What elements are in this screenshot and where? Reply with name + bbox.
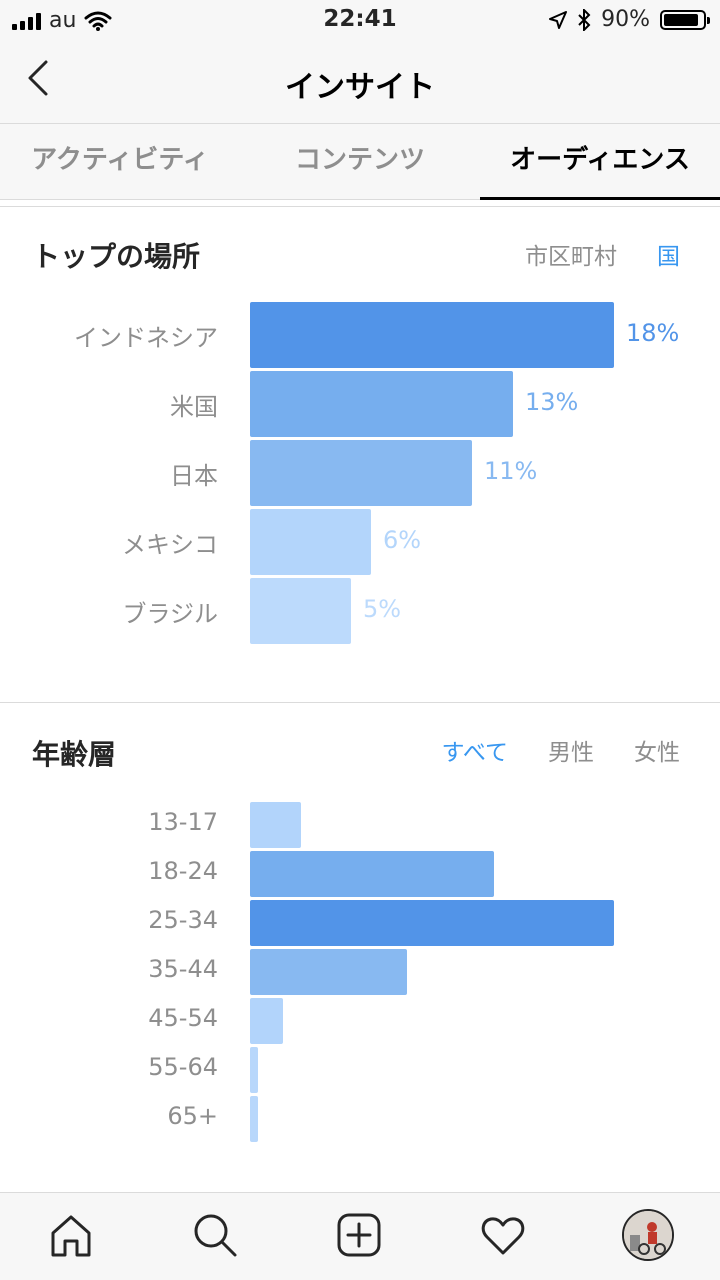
filter-female[interactable]: 女性 bbox=[634, 740, 680, 766]
location-bar bbox=[250, 509, 371, 575]
page-title: インサイト bbox=[285, 70, 435, 105]
nav-bar: インサイト bbox=[0, 40, 720, 124]
search-icon bbox=[194, 1214, 237, 1257]
age-label: 25-34 bbox=[148, 906, 218, 934]
location-percent: 11% bbox=[484, 457, 538, 485]
location-percent: 6% bbox=[383, 526, 422, 554]
location-row: 米国 13% bbox=[0, 371, 720, 437]
age-bar bbox=[250, 900, 614, 946]
tab-content[interactable]: コンテンツ bbox=[294, 145, 425, 175]
age-row: 35-44 bbox=[0, 949, 720, 995]
status-left: au bbox=[12, 8, 112, 33]
home-icon bbox=[51, 1215, 91, 1257]
status-bar: au 22:41 90% bbox=[0, 0, 720, 40]
age-bar bbox=[250, 949, 407, 995]
carrier-label: au bbox=[49, 8, 77, 33]
add-post-button[interactable] bbox=[331, 1207, 387, 1263]
search-button[interactable] bbox=[187, 1207, 243, 1263]
age-label: 65+ bbox=[167, 1102, 218, 1130]
age-label: 35-44 bbox=[148, 955, 218, 983]
profile-button[interactable] bbox=[620, 1207, 676, 1263]
age-row: 13-17 bbox=[0, 802, 720, 848]
location-filters: 市区町村 国 bbox=[525, 237, 680, 271]
location-label: 日本 bbox=[170, 462, 218, 490]
section-title: トップの場所 bbox=[32, 240, 201, 273]
age-row: 55-64 bbox=[0, 1047, 720, 1093]
location-row: 日本 11% bbox=[0, 440, 720, 506]
divider bbox=[0, 206, 720, 207]
tab-bar: アクティビティ コンテンツ オーディエンス bbox=[0, 124, 720, 200]
age-row: 25-34 bbox=[0, 900, 720, 946]
age-bar bbox=[250, 1096, 258, 1142]
age-bar bbox=[250, 1047, 258, 1093]
age-label: 55-64 bbox=[148, 1053, 218, 1081]
battery-fill bbox=[664, 13, 699, 26]
tab-audience[interactable]: オーディエンス bbox=[480, 124, 720, 200]
age-label: 13-17 bbox=[148, 808, 218, 836]
location-label: 米国 bbox=[170, 393, 218, 421]
status-time: 22:41 bbox=[323, 6, 397, 32]
location-row: インドネシア 18% bbox=[0, 302, 720, 368]
avatar-image bbox=[624, 1211, 672, 1259]
age-bar bbox=[250, 802, 301, 848]
heart-icon bbox=[481, 1217, 525, 1255]
age-label: 18-24 bbox=[148, 857, 218, 885]
age-label: 45-54 bbox=[148, 1004, 218, 1032]
age-bar bbox=[250, 998, 283, 1044]
location-bar bbox=[250, 371, 513, 437]
location-row: メキシコ 6% bbox=[0, 509, 720, 575]
tab-activity[interactable]: アクティビティ bbox=[31, 145, 209, 175]
location-bar bbox=[250, 578, 351, 644]
location-label: ブラジル bbox=[122, 600, 218, 628]
filter-male[interactable]: 男性 bbox=[548, 740, 594, 766]
filter-country[interactable]: 国 bbox=[657, 244, 680, 270]
location-label: インドネシア bbox=[74, 324, 218, 352]
location-percent: 18% bbox=[626, 319, 680, 347]
signal-icon bbox=[12, 12, 41, 30]
status-right: 90% bbox=[549, 7, 710, 32]
bluetooth-icon bbox=[578, 8, 591, 31]
filter-all[interactable]: すべて bbox=[441, 740, 508, 766]
wifi-icon bbox=[84, 11, 112, 31]
add-post-icon bbox=[337, 1213, 381, 1257]
bottom-nav bbox=[0, 1192, 720, 1280]
location-percent: 13% bbox=[525, 388, 579, 416]
back-button[interactable] bbox=[18, 56, 62, 100]
age-row: 18-24 bbox=[0, 851, 720, 897]
location-arrow-icon bbox=[549, 10, 568, 29]
chevron-left-icon bbox=[28, 60, 48, 96]
home-button[interactable] bbox=[43, 1207, 99, 1263]
location-row: ブラジル 5% bbox=[0, 578, 720, 644]
age-row: 45-54 bbox=[0, 998, 720, 1044]
location-bar bbox=[250, 440, 472, 506]
activity-button[interactable] bbox=[475, 1207, 531, 1263]
age-bar bbox=[250, 851, 494, 897]
filter-city[interactable]: 市区町村 bbox=[525, 244, 617, 270]
location-percent: 5% bbox=[363, 595, 402, 623]
location-bar bbox=[250, 302, 614, 368]
section-title: 年齢層 bbox=[32, 738, 117, 771]
battery-icon bbox=[660, 9, 710, 30]
battery-percent: 90% bbox=[601, 7, 650, 32]
age-row: 65+ bbox=[0, 1096, 720, 1142]
profile-avatar bbox=[622, 1209, 674, 1261]
divider bbox=[0, 702, 720, 703]
location-label: メキシコ bbox=[122, 531, 218, 559]
gender-filters: すべて 男性 女性 bbox=[442, 733, 680, 767]
